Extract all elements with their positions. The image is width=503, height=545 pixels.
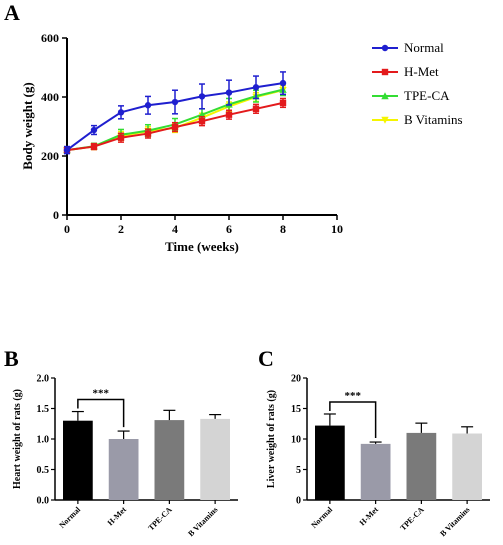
data-point [90,126,98,134]
legend-marker [381,92,389,100]
y-tick-label: 5 [296,465,301,476]
y-tick-label: 2.0 [37,374,50,385]
legend-marker [381,116,389,124]
category-label: H-Met [106,505,129,528]
y-tick-label: 0 [296,496,301,507]
y-tick-label: 0 [53,208,59,222]
x-tick-label: 4 [172,222,178,236]
x-tick-label: 10 [331,222,343,236]
category-label: Normal [57,505,82,530]
y-tick-label: 15 [291,404,301,415]
series-h-met [63,97,287,154]
legend-label: B Vitamins [404,112,463,127]
data-point [252,105,260,112]
panel-c-letter: C [258,346,274,371]
legend-marker [381,44,389,52]
panel-b-letter: B [4,346,19,371]
y-tick-label: 0.5 [37,465,50,476]
data-point [144,130,152,137]
bar [108,439,139,500]
data-point [144,102,152,109]
bar-group: 0.0 0.5 1.0 1.5 2.0 Normal H-Met TPE-CA B Vitami… [37,374,230,538]
significance-bracket [77,398,125,428]
y-ticks: 0 200 400 600 [41,31,67,222]
y-tick-label: 0.0 [37,496,50,507]
legend-label: TPE-CA [404,88,450,103]
category-label: B Vitamins [186,505,219,538]
legend-item: H-Met [372,64,439,79]
data-point [90,143,98,150]
significance-label: *** [345,390,362,402]
legend-label: H-Met [404,64,439,79]
y-tick-label: 400 [41,90,59,104]
x-axis-label: Time (weeks) [165,239,239,254]
y-tick-label: 200 [41,149,59,163]
data-point [225,111,233,118]
x-tick-label: 0 [64,222,70,236]
bar [360,443,391,500]
category-label: TPE-CA [146,505,174,533]
legend-item: B Vitamins [372,112,463,127]
legend-item: TPE-CA [372,88,450,103]
legend-label: Normal [404,40,444,55]
y-tick-label: 1.5 [37,404,50,415]
category-label: B Vitamins [438,505,471,538]
legend-marker [381,68,389,76]
data-point [63,146,71,154]
series-group [63,71,287,155]
y-axis-label: Liver weight of rats (g) [266,390,277,488]
y-tick-label: 600 [41,31,59,45]
x-ticks: 0 2 4 6 8 10 [64,215,343,236]
data-point [117,109,125,116]
bar [315,425,345,500]
x-tick-label: 6 [226,222,232,236]
y-tick-label: 10 [291,435,301,446]
data-point [171,123,179,131]
data-point [171,98,179,106]
significance-bracket [329,401,377,439]
data-point [225,89,233,96]
panel-b: B 0.0 0.5 1.0 1.5 2.0 Normal H-Met TPE-CA B Vita… [4,346,238,538]
data-point [117,134,125,141]
y-axis-label: Body weight (g) [20,82,35,169]
bar [200,418,230,500]
data-point [198,117,206,125]
series-normal [63,71,287,155]
data-point [279,79,287,87]
data-point [198,93,206,100]
significance-label: *** [93,388,110,400]
x-tick-label: 2 [118,222,124,236]
data-point [252,84,260,91]
bar [154,420,185,500]
category-label: Normal [309,505,334,530]
panel-c: C 0 5 10 15 20 Normal H-Met TPE-CA B Vitamins ***… [258,346,490,538]
y-tick-label: 1.0 [37,435,50,446]
legend-item: Normal [372,40,444,55]
y-axis-label: Heart weight of rats (g) [12,389,23,489]
bar [406,432,437,500]
data-point [279,99,287,107]
bar-group: 0 5 10 15 20 Normal H-Met TPE-CA B Vitamins *** [291,374,482,538]
category-label: TPE-CA [398,505,426,533]
bar [452,433,482,500]
category-label: H-Met [358,505,381,528]
panel-a-letter: A [4,0,20,25]
panel-a: A 0 200 400 600 0 2 4 6 8 10 Time (weeks) Body w… [4,0,463,254]
legend: Normal H-Met TPE-CA B Vitamins [372,40,463,127]
y-tick-label: 20 [291,374,301,385]
x-tick-label: 8 [280,222,286,236]
bar [63,420,93,500]
